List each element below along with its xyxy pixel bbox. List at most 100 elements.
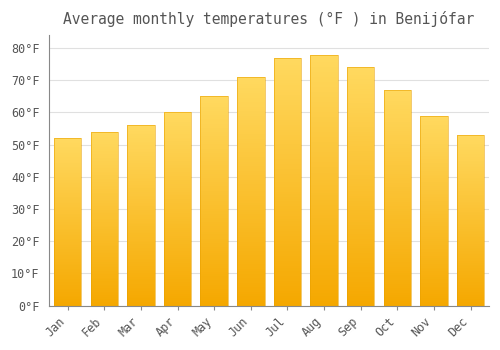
Bar — [420, 178, 448, 180]
Bar — [200, 241, 228, 243]
Bar — [310, 122, 338, 125]
Bar — [347, 287, 374, 289]
Bar — [457, 178, 484, 179]
Bar — [420, 235, 448, 237]
Bar — [420, 121, 448, 123]
Bar — [237, 125, 264, 127]
Bar — [90, 142, 118, 144]
Bar — [420, 154, 448, 155]
Bar — [420, 268, 448, 270]
Bar — [200, 126, 228, 128]
Bar — [127, 241, 154, 243]
Bar — [54, 140, 82, 141]
Bar — [200, 260, 228, 262]
Bar — [200, 291, 228, 293]
Bar — [54, 214, 82, 215]
Bar — [457, 173, 484, 174]
Bar — [274, 221, 301, 224]
Bar — [310, 145, 338, 147]
Bar — [457, 229, 484, 231]
Bar — [127, 280, 154, 282]
Bar — [237, 95, 264, 98]
Bar — [127, 154, 154, 156]
Bar — [274, 196, 301, 199]
Bar — [200, 193, 228, 195]
Bar — [310, 140, 338, 142]
Bar — [384, 105, 411, 107]
Bar — [347, 98, 374, 101]
Bar — [274, 97, 301, 100]
Bar — [347, 68, 374, 70]
Bar — [164, 230, 192, 232]
Bar — [200, 115, 228, 117]
Bar — [90, 248, 118, 250]
Bar — [347, 246, 374, 248]
Bar — [237, 283, 264, 285]
Bar — [384, 191, 411, 194]
Bar — [54, 250, 82, 252]
Bar — [457, 169, 484, 171]
Bar — [164, 292, 192, 294]
Bar — [127, 266, 154, 268]
Bar — [420, 205, 448, 207]
Bar — [200, 272, 228, 274]
Bar — [90, 135, 118, 137]
Bar — [310, 85, 338, 87]
Bar — [310, 70, 338, 72]
Bar — [90, 210, 118, 212]
Bar — [347, 101, 374, 103]
Bar — [420, 243, 448, 245]
Bar — [164, 194, 192, 196]
Bar — [90, 257, 118, 259]
Bar — [274, 145, 301, 147]
Bar — [420, 287, 448, 288]
Bar — [237, 258, 264, 260]
Bar — [90, 170, 118, 172]
Bar — [164, 134, 192, 136]
Bar — [347, 72, 374, 75]
Bar — [420, 129, 448, 131]
Bar — [384, 239, 411, 241]
Bar — [347, 141, 374, 144]
Bar — [420, 215, 448, 216]
Bar — [384, 135, 411, 137]
Bar — [384, 172, 411, 174]
Bar — [90, 236, 118, 238]
Bar — [54, 302, 82, 304]
Bar — [347, 189, 374, 191]
Bar — [237, 296, 264, 299]
Bar — [384, 299, 411, 301]
Bar — [200, 145, 228, 147]
Bar — [457, 288, 484, 290]
Bar — [54, 182, 82, 183]
Bar — [200, 220, 228, 222]
Bar — [457, 202, 484, 203]
Bar — [127, 273, 154, 275]
Bar — [127, 140, 154, 141]
Bar — [310, 250, 338, 253]
Bar — [164, 286, 192, 288]
Bar — [384, 209, 411, 211]
Bar — [457, 142, 484, 143]
Bar — [457, 282, 484, 284]
Bar — [127, 161, 154, 163]
Bar — [347, 93, 374, 96]
Bar — [164, 114, 192, 116]
Bar — [164, 184, 192, 186]
Bar — [237, 230, 264, 232]
Bar — [164, 238, 192, 240]
Bar — [457, 231, 484, 232]
Bar — [90, 153, 118, 154]
Bar — [274, 194, 301, 196]
Bar — [420, 150, 448, 152]
Bar — [310, 142, 338, 145]
Bar — [237, 239, 264, 241]
Bar — [90, 299, 118, 300]
Bar — [54, 265, 82, 267]
Bar — [90, 252, 118, 253]
Bar — [164, 224, 192, 226]
Bar — [127, 259, 154, 260]
Bar — [310, 82, 338, 85]
Bar — [310, 175, 338, 177]
Bar — [420, 252, 448, 254]
